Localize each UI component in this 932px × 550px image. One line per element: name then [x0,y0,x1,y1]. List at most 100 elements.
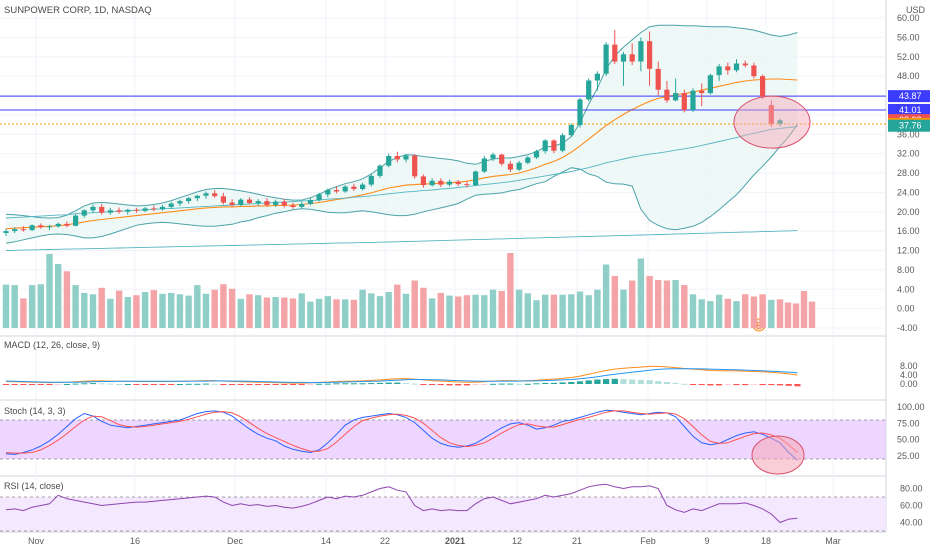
candle-body[interactable] [620,54,627,62]
candle-body[interactable] [177,201,183,204]
candle-body[interactable] [264,201,270,205]
candle-body[interactable] [768,105,774,124]
candle-body[interactable] [81,210,87,216]
candle-body[interactable] [455,181,461,185]
candle-body[interactable] [151,208,157,210]
candle-body[interactable] [46,226,53,228]
candle-body[interactable] [203,193,209,196]
candle-body[interactable] [742,63,748,66]
candle-body[interactable] [325,190,331,195]
candle-body[interactable] [594,73,600,81]
price-tag[interactable] [888,103,930,116]
candle-body[interactable] [551,140,557,151]
candle-body[interactable] [142,208,148,211]
candle-body[interactable] [246,199,253,203]
candle-body[interactable] [377,165,383,176]
candle-body[interactable] [420,176,426,186]
candle-body[interactable] [664,89,670,101]
candle-body[interactable] [473,171,479,186]
candle-body[interactable] [333,190,340,192]
candle-body[interactable] [638,41,644,62]
candle-body[interactable] [429,180,435,186]
macd-pane[interactable] [2,365,801,387]
candle-body[interactable] [220,196,226,203]
candle-body[interactable] [403,155,409,160]
candle-body[interactable] [64,223,70,226]
candle-body[interactable] [533,151,540,158]
candle-body[interactable] [699,90,705,94]
candle-body[interactable] [299,204,305,207]
candle-body[interactable] [542,140,548,152]
candle-body[interactable] [507,163,513,170]
candle-body[interactable] [194,195,200,199]
candle-body[interactable] [38,225,44,228]
candle-body[interactable] [412,155,418,177]
candle-body[interactable] [568,125,574,136]
price-axis[interactable]: 60.0056.0052.0048.0044.0040.0036.0032.00… [888,13,930,528]
candle-body[interactable] [760,76,766,97]
candle-body[interactable] [777,120,783,124]
candle-body[interactable] [725,66,731,71]
candle-body[interactable] [29,225,35,231]
candle-body[interactable] [499,154,505,164]
candle-body[interactable] [273,201,279,205]
candle-body[interactable] [673,93,679,101]
candle-body[interactable] [125,209,131,212]
candle-body[interactable] [655,68,661,90]
price-tag[interactable] [888,119,930,132]
candle-body[interactable] [751,65,757,77]
stoch-pane[interactable] [0,409,886,475]
candle-body[interactable] [168,203,174,207]
candle-body[interactable] [481,158,487,172]
candle-body[interactable] [99,206,105,213]
candle-body[interactable] [690,90,696,111]
candle-body[interactable] [107,210,113,213]
candle-body[interactable] [3,231,9,233]
candle-body[interactable] [290,205,296,208]
candle-body[interactable] [647,41,653,69]
candle-body[interactable] [438,180,444,185]
candle-body[interactable] [707,75,713,94]
candle-body[interactable] [351,186,357,189]
candle-body[interactable] [577,99,583,126]
candle-body[interactable] [281,201,287,206]
candle-body[interactable] [186,198,192,202]
candle-body[interactable] [394,156,400,160]
candle-body[interactable] [238,199,244,205]
candle-body[interactable] [490,154,496,159]
candle-body[interactable] [307,200,313,204]
candle-body[interactable] [255,201,261,203]
candle-body[interactable] [368,175,374,185]
candle-body[interactable] [629,54,635,62]
candle-body[interactable] [116,210,122,212]
candle-body[interactable] [229,202,235,205]
time-axis[interactable]: Nov 16 Dec 14 22 2021 12 21 Feb 9 18 Mar [28,536,841,546]
candle-body[interactable] [560,135,566,151]
candle-body[interactable] [586,80,592,100]
candle-body[interactable] [90,206,96,211]
candle-body[interactable] [342,186,348,192]
candle-body[interactable] [525,157,531,163]
price-pane[interactable]: E [0,24,886,332]
candle-body[interactable] [360,184,366,189]
candle-body[interactable] [55,223,61,227]
candle-body[interactable] [159,206,166,210]
candle-body[interactable] [316,194,322,201]
price-tag[interactable] [888,90,930,103]
candle-body[interactable] [716,66,722,76]
candle-body[interactable] [133,209,139,211]
candle-body[interactable] [603,44,609,74]
candle-body[interactable] [612,44,618,62]
candle-body[interactable] [733,63,740,71]
candle-body[interactable] [516,162,522,170]
candle-body[interactable] [12,229,18,232]
candle-body[interactable] [464,184,470,186]
candle-body[interactable] [73,215,79,226]
candle-body[interactable] [212,193,218,197]
candle-body[interactable] [20,229,26,231]
rsi-pane[interactable] [0,483,886,532]
candle-body[interactable] [446,181,453,185]
candle-body[interactable] [681,93,687,111]
candle-body[interactable] [386,156,392,166]
